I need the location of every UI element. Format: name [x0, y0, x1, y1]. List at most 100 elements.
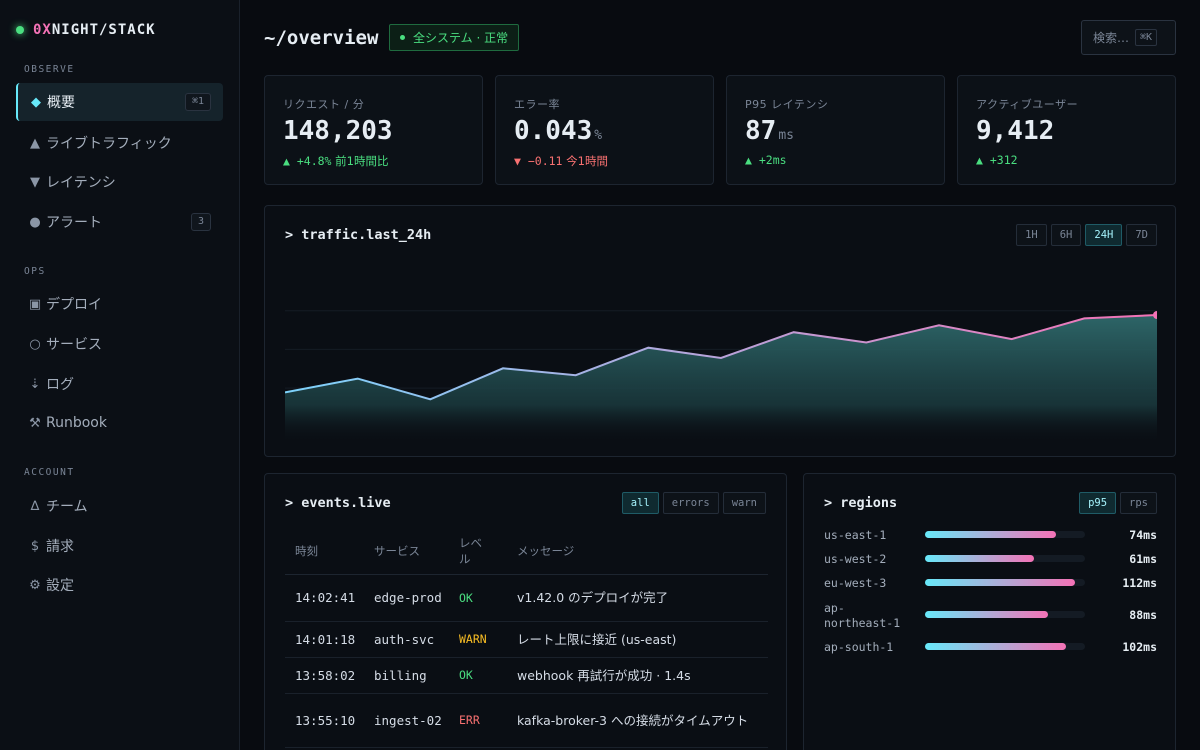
region-name: us-west-2	[824, 552, 887, 566]
event-time: 13:55:10	[285, 693, 364, 748]
event-time: 14:02:41	[285, 574, 364, 622]
region-metric-selector: p95 rps	[1079, 492, 1157, 514]
table-row[interactable]: 14:01:18 auth-svc WARN レート上限に接近 (us-east…	[285, 621, 768, 658]
sidebar-item-live-traffic[interactable]: ▲ ライブトラフィック	[16, 124, 223, 162]
system-status-text: 全システム · 正常	[413, 31, 509, 45]
range-24h-button[interactable]: 24H	[1085, 224, 1123, 246]
stat-delta: ▼ −0.11 今1時間	[514, 153, 608, 169]
section-label-ops: OPS	[24, 266, 46, 277]
events-panel: > events.live all errors warn 時刻 サービス レベ…	[264, 473, 787, 750]
event-service: ingest-02	[364, 693, 449, 748]
range-6h-button[interactable]: 6H	[1050, 224, 1082, 246]
panel-title: > events.live	[285, 495, 391, 511]
stat-number: 9,412	[976, 116, 1055, 146]
arrow-down-icon: ⇣	[29, 376, 41, 392]
filter-errors-button[interactable]: errors	[662, 492, 719, 514]
delta-icon: ∆	[30, 498, 40, 514]
stat-value: 9,412	[976, 116, 1054, 146]
event-level: WARN	[449, 621, 507, 658]
traffic-line	[285, 314, 1157, 401]
sidebar-item-billing[interactable]: $ 請求	[16, 527, 223, 565]
stat-unit: ms	[778, 128, 794, 143]
sidebar-item-label: 設定	[46, 578, 74, 594]
stat-delta: ▲ +4.8% 前1時間比	[283, 153, 388, 169]
region-row: ap-northeast-1 88ms	[824, 601, 1157, 635]
event-time: 14:01:18	[285, 621, 364, 658]
metric-p95-button[interactable]: p95	[1079, 492, 1117, 514]
delta-value: ▲ +2ms	[745, 153, 787, 167]
sidebar-item-team[interactable]: ∆ チーム	[16, 487, 223, 525]
page-title: ~/overview	[264, 27, 379, 49]
region-name: ap-south-1	[824, 640, 894, 654]
region-bar	[925, 579, 1085, 586]
sidebar-item-alerts[interactable]: ● アラート 3	[16, 203, 223, 241]
region-name: us-east-1	[824, 528, 887, 542]
stat-card-p95-latency: P95 レイテンシ 87 ms ▲ +2ms	[726, 75, 945, 185]
region-bar-fill	[925, 611, 1049, 618]
main-content: ~/overview 全システム · 正常 検索… ⌘K リクエスト / 分 1…	[240, 0, 1200, 750]
event-level: OK	[449, 574, 507, 622]
sidebar-item-logs[interactable]: ⇣ ログ	[16, 365, 223, 403]
brand-rest: NIGHT/STACK	[51, 22, 156, 38]
table-row[interactable]: 13:58:02 billing OK webhook 再試行が成功 · 1.4…	[285, 657, 768, 694]
region-row: us-west-2 61ms	[824, 552, 1157, 582]
range-selector: 1H 6H 24H 7D	[1016, 224, 1157, 246]
data-point	[1153, 311, 1157, 319]
regions-panel: > regions p95 rps us-east-1 74ms us-west…	[803, 473, 1176, 750]
sidebar-item-deploy[interactable]: ▣ デプロイ	[16, 285, 223, 323]
event-service: auth-svc	[364, 621, 449, 658]
event-level: ERR	[449, 693, 507, 748]
region-name: ap-northeast-1	[824, 601, 901, 630]
sidebar-item-label: アラート	[46, 215, 102, 231]
filter-warn-button[interactable]: warn	[722, 492, 766, 514]
column-header-level: レベル	[449, 528, 507, 575]
event-message: v1.42.0 のデプロイが完了	[507, 574, 768, 622]
event-service: billing	[364, 657, 449, 694]
dollar-icon: $	[30, 538, 40, 554]
metric-rps-button[interactable]: rps	[1120, 492, 1157, 514]
level-badge: OK	[459, 590, 473, 605]
region-row: ap-south-1 102ms	[824, 640, 1157, 670]
filter-all-button[interactable]: all	[621, 492, 659, 514]
table-row[interactable]: 13:55:10 ingest-02 ERR kafka-broker-3 への…	[285, 693, 768, 748]
alert-count-badge: 3	[190, 213, 211, 231]
sidebar-item-latency[interactable]: ▼ レイテンシ	[16, 163, 223, 201]
region-bar-fill	[925, 555, 1034, 562]
sidebar-item-overview[interactable]: ◆ 概要 ⌘1	[16, 83, 223, 121]
sidebar-item-runbook[interactable]: ⚒ Runbook	[16, 404, 223, 442]
stat-value: 148,203	[283, 116, 393, 146]
delta-context: 前1時間比	[335, 154, 389, 168]
sidebar-item-label: レイテンシ	[46, 175, 116, 191]
panel-title: > traffic.last_24h	[285, 227, 432, 243]
traffic-area	[285, 315, 1157, 444]
circle-icon: ●	[29, 214, 41, 230]
delta-context: 今1時間	[566, 154, 608, 168]
region-bar-fill	[925, 579, 1076, 586]
event-message: kafka-broker-3 への接続がタイムアウト	[507, 693, 768, 748]
table-row[interactable]: 14:02:41 edge-prod OK v1.42.0 のデプロイが完了	[285, 574, 768, 622]
diamond-icon: ◆	[31, 94, 41, 110]
range-7d-button[interactable]: 7D	[1126, 224, 1157, 246]
sidebar-item-label: 概要	[47, 95, 75, 111]
region-row: eu-west-3 112ms	[824, 576, 1157, 606]
section-label-observe: OBSERVE	[24, 64, 75, 75]
events-table: 時刻 サービス レベル メッセージ 14:02:41 edge-prod OK …	[285, 528, 768, 748]
level-badge: WARN	[459, 632, 487, 646]
status-dot-icon	[400, 35, 405, 40]
stat-delta: ▲ +312	[976, 153, 1018, 167]
brand-logo[interactable]: 0XNIGHT/STACK	[16, 22, 156, 38]
range-1h-button[interactable]: 1H	[1016, 224, 1047, 246]
traffic-panel: > traffic.last_24h 1H 6H 24H 7D	[264, 205, 1176, 457]
search-button[interactable]: 検索… ⌘K	[1081, 20, 1176, 55]
column-header-message: メッセージ	[507, 528, 768, 575]
stat-label: エラー率	[514, 98, 560, 111]
tools-icon: ⚒	[29, 415, 41, 431]
sidebar-item-label: 請求	[46, 539, 74, 555]
region-value: 112ms	[1122, 576, 1157, 590]
region-bar	[925, 611, 1085, 618]
sidebar-item-settings[interactable]: ⚙ 設定	[16, 566, 223, 604]
sidebar-item-label: デプロイ	[46, 297, 102, 313]
event-level: OK	[449, 657, 507, 694]
sidebar-item-services[interactable]: ○ サービス	[16, 325, 223, 363]
region-bar	[925, 531, 1085, 538]
